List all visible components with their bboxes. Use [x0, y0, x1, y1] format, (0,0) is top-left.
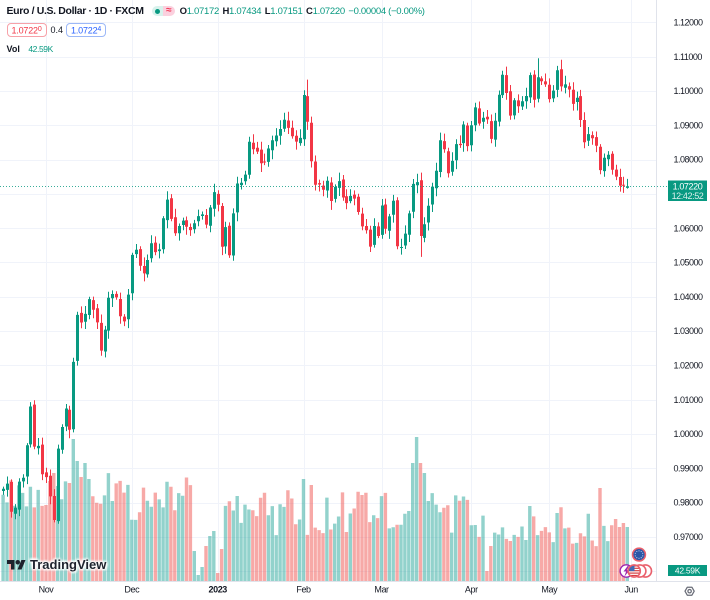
svg-text:0.97000: 0.97000: [674, 532, 704, 542]
svg-text:Jun: Jun: [625, 585, 639, 595]
svg-text:May: May: [541, 585, 558, 595]
svg-text:Nov: Nov: [39, 585, 55, 595]
svg-text:1.07220: 1.07220: [673, 182, 703, 192]
svg-text:Mar: Mar: [374, 585, 389, 595]
svg-text:1.08000: 1.08000: [674, 155, 704, 165]
svg-text:Dec: Dec: [124, 585, 140, 595]
svg-text:0.99000: 0.99000: [674, 463, 704, 473]
svg-text:2023: 2023: [208, 585, 227, 595]
svg-text:1.04000: 1.04000: [674, 292, 704, 302]
svg-text:1.10000: 1.10000: [674, 86, 704, 96]
svg-text:1.05000: 1.05000: [674, 258, 704, 268]
svg-text:12:42:52: 12:42:52: [672, 191, 704, 201]
svg-text:1.02000: 1.02000: [674, 361, 704, 371]
svg-text:1.06000: 1.06000: [674, 223, 704, 233]
svg-text:42.59K: 42.59K: [675, 566, 701, 576]
svg-text:0.98000: 0.98000: [674, 498, 704, 508]
svg-text:Apr: Apr: [465, 585, 478, 595]
svg-text:1.09000: 1.09000: [674, 120, 704, 130]
svg-text:Feb: Feb: [296, 585, 311, 595]
svg-text:1.11000: 1.11000: [674, 52, 703, 62]
svg-text:1.01000: 1.01000: [674, 395, 704, 405]
svg-text:1.03000: 1.03000: [674, 326, 704, 336]
svg-text:1.00000: 1.00000: [674, 429, 704, 439]
svg-text:1.12000: 1.12000: [674, 18, 704, 28]
